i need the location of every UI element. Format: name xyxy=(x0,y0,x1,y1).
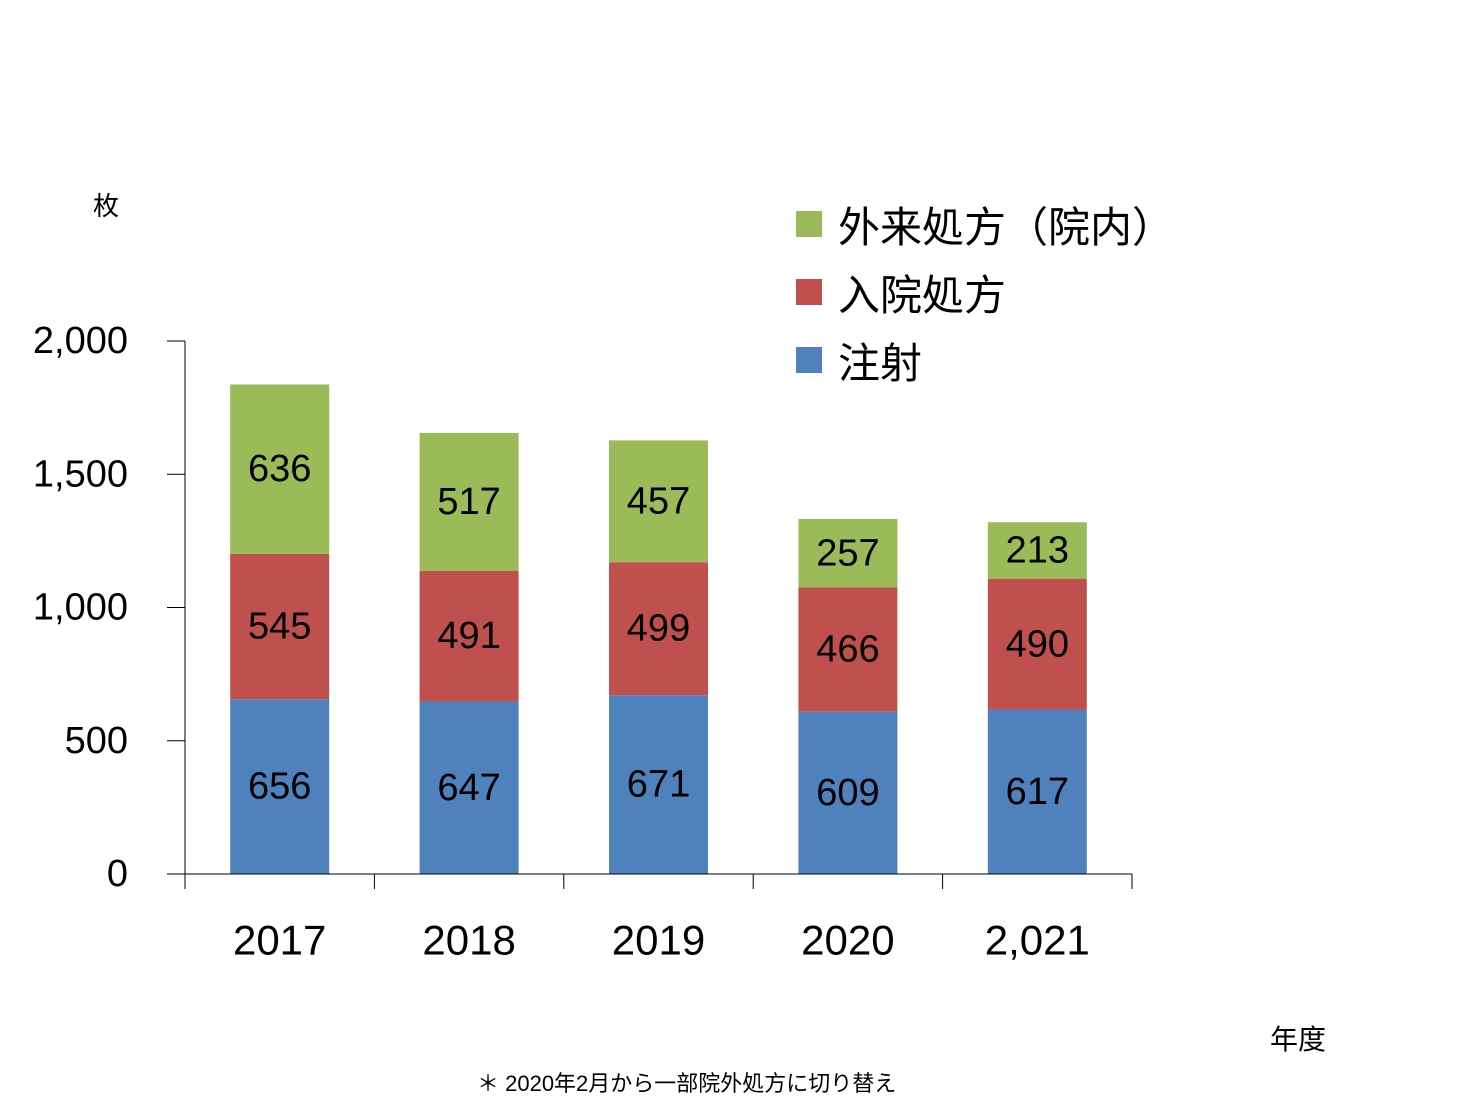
data-label-2019-series-0: 671 xyxy=(627,764,690,806)
y-tick-label-500: 500 xyxy=(65,720,128,762)
bar-2020-series-0 xyxy=(798,711,898,874)
y-tick-label-0: 0 xyxy=(107,853,128,895)
legend-label-outpatient: 外来処方（院内） xyxy=(838,202,1175,252)
bar-2021-series-2 xyxy=(987,522,1087,579)
data-label-2017-series-2: 636 xyxy=(248,448,311,490)
data-label-2018-series-2: 517 xyxy=(437,481,500,523)
bar-2020-series-2 xyxy=(798,519,898,588)
bar-2019-series-0 xyxy=(609,695,708,874)
x-tick-label-2021: 2,021 xyxy=(985,917,1090,964)
bar-2017-series-2 xyxy=(230,384,330,554)
y-tick-label-2000: 2,000 xyxy=(33,320,128,362)
bar-2020-series-1 xyxy=(798,587,898,712)
y-tick-label-1000: 1,000 xyxy=(33,587,128,629)
bar-2021-series-0 xyxy=(987,709,1087,874)
y-tick-label-1500: 1,500 xyxy=(33,453,128,495)
data-label-2018-series-0: 647 xyxy=(437,767,500,809)
data-label-2020-series-0: 609 xyxy=(816,772,879,814)
data-label-2017-series-0: 656 xyxy=(248,766,311,808)
data-label-2021-series-1: 490 xyxy=(1006,623,1069,665)
data-label-2018-series-1: 491 xyxy=(437,615,500,657)
legend-item-outpatient: 外来処方（院内） xyxy=(796,190,1174,258)
data-label-2019-series-1: 499 xyxy=(627,608,690,650)
legend: 外来処方（院内） 入院処方 注射 xyxy=(796,190,1174,394)
data-label-2020-series-2: 257 xyxy=(816,532,879,574)
bar-2018-series-2 xyxy=(419,432,519,571)
footnote: ＊ 2020年2月から一部院外処方に切り替え xyxy=(477,1071,897,1096)
bar-2017-series-0 xyxy=(230,699,330,874)
legend-item-injection: 注射 xyxy=(796,326,1174,394)
x-tick-label-2020: 2020 xyxy=(801,917,894,964)
bar-2017-series-1 xyxy=(230,553,330,700)
data-label-2019-series-2: 457 xyxy=(627,480,690,522)
legend-label-injection: 注射 xyxy=(838,338,923,388)
bar-2021-series-1 xyxy=(987,578,1087,710)
bar-2018-series-1 xyxy=(419,570,519,702)
legend-swatch-outpatient xyxy=(796,211,822,237)
y-axis-label: 枚 xyxy=(93,191,120,221)
x-tick-label-2019: 2019 xyxy=(612,917,705,964)
bar-2019-series-1 xyxy=(609,562,708,696)
x-axis-label: 年度 xyxy=(1270,1024,1327,1055)
x-tick-label-2017: 2017 xyxy=(233,917,326,964)
x-tick-label-2018: 2018 xyxy=(422,917,515,964)
legend-swatch-inpatient xyxy=(796,279,822,305)
data-label-2017-series-1: 545 xyxy=(248,606,311,648)
data-label-2020-series-1: 466 xyxy=(816,629,879,671)
legend-label-inpatient: 入院処方 xyxy=(838,270,1007,320)
data-label-2021-series-2: 213 xyxy=(1006,530,1069,572)
legend-swatch-injection xyxy=(796,347,822,373)
legend-item-inpatient: 入院処方 xyxy=(796,258,1174,326)
bar-2018-series-0 xyxy=(419,701,519,874)
bar-2019-series-2 xyxy=(609,440,708,563)
data-label-2021-series-0: 617 xyxy=(1006,771,1069,813)
